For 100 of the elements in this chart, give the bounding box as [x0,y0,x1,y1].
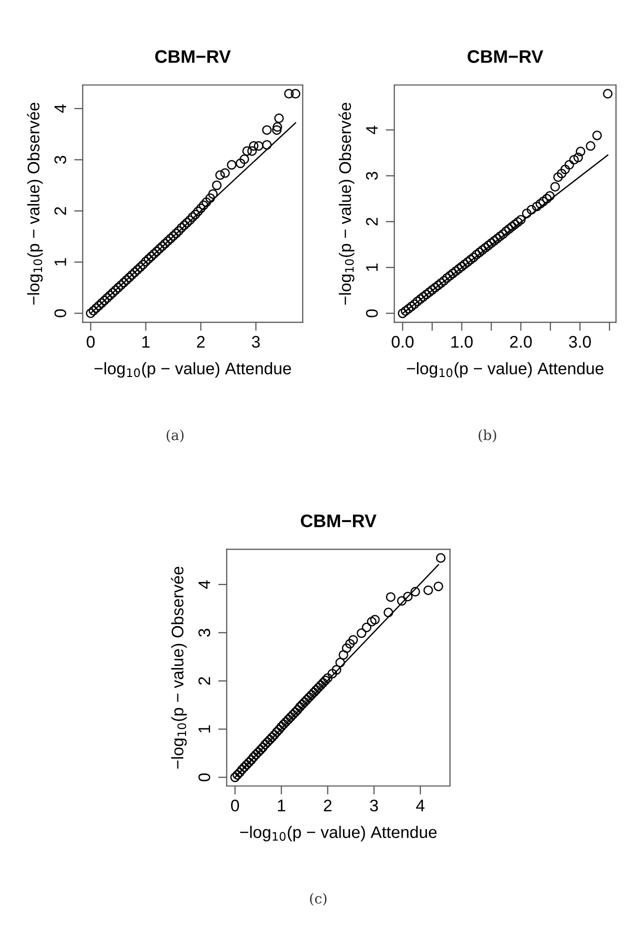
point [342,643,352,653]
point [472,250,482,260]
y-tick-label: 4 [198,580,210,589]
y-tick-label: 2 [366,218,378,226]
point [474,248,484,258]
y-tick-label: 0 [366,309,378,318]
point [332,665,342,675]
point [286,712,296,722]
point [423,585,434,596]
point [468,252,478,262]
text: (b) [478,429,496,442]
point [297,700,308,710]
point [430,282,440,292]
point [439,276,449,286]
point [322,673,332,683]
x-axis-title: −log$_{10}$(p − value) Attendue [94,362,291,378]
x-tick-label: 0.0 [392,336,414,348]
x-axis-title: −log$_{10}$(p − value) Attendue [240,826,437,842]
point [267,732,277,742]
point [410,299,420,309]
point [406,302,416,312]
point [288,710,298,720]
point [501,226,511,236]
point [290,707,300,718]
point [362,622,372,632]
point [510,220,520,230]
point [242,760,252,770]
point [436,553,446,563]
y-tick-label: 3 [54,156,66,164]
point [434,582,444,592]
point [328,668,338,678]
point [316,680,326,690]
y-tick-label: 4 [54,104,66,113]
point [309,688,319,698]
point [507,222,517,232]
y-axis-title: −log$_{10}$(p − value) Observée [27,102,43,305]
point [264,734,275,745]
point [262,737,272,747]
point [486,238,496,248]
point [448,268,458,278]
point [300,697,310,707]
x-tick-label: 3 [252,336,260,348]
y-axis-title: −log$_{10}$(p − value) Observée [171,566,187,769]
point [526,204,536,214]
point [538,196,548,206]
point [573,152,583,162]
point [404,304,414,314]
y-tick-label: 3 [366,172,378,180]
y-tick-label: 0 [54,309,66,318]
y-tick-label: 4 [366,126,378,134]
point [478,245,488,255]
point [274,724,284,734]
point [545,191,555,201]
point [237,764,247,774]
point [272,727,282,737]
text: (a) [166,429,184,442]
x-tick-label: 2.0 [510,336,532,348]
point [338,650,348,660]
point [311,685,321,695]
x-tick-label: 4 [416,800,424,812]
y-tick-label: 1 [198,725,210,732]
point [454,264,464,274]
y-tick-label: 2 [198,677,210,685]
point [560,164,570,174]
point [248,752,258,762]
point [492,234,502,244]
point [260,740,270,750]
point [442,273,452,283]
y-axis-title: −log$_{10}$(p − value) Observée [338,102,354,305]
point [504,224,514,234]
point [403,592,413,602]
x-tick-label: 1.0 [451,336,473,348]
point [345,638,355,649]
point [412,296,422,306]
point [386,592,396,602]
chart-title: CBM−RV [300,514,376,528]
point [550,182,560,192]
point [348,635,358,645]
point [251,750,261,760]
point [522,208,532,218]
point [569,154,579,165]
point [418,292,428,302]
point [244,758,254,768]
point [366,616,376,626]
point [292,705,302,715]
point [495,232,505,242]
y-tick-label: 0 [198,773,210,782]
point [498,229,508,239]
point [258,742,268,752]
point [281,717,291,727]
point [433,280,443,290]
chart-title: CBM−RV [155,50,231,63]
point [253,747,263,758]
x-axis-title: −log$_{10}$(p − value) Attendue [406,362,604,378]
x-tick-label: 0 [231,800,240,812]
point [556,168,566,178]
point [427,285,437,295]
point [445,270,455,281]
point [421,290,432,300]
point [484,240,494,250]
